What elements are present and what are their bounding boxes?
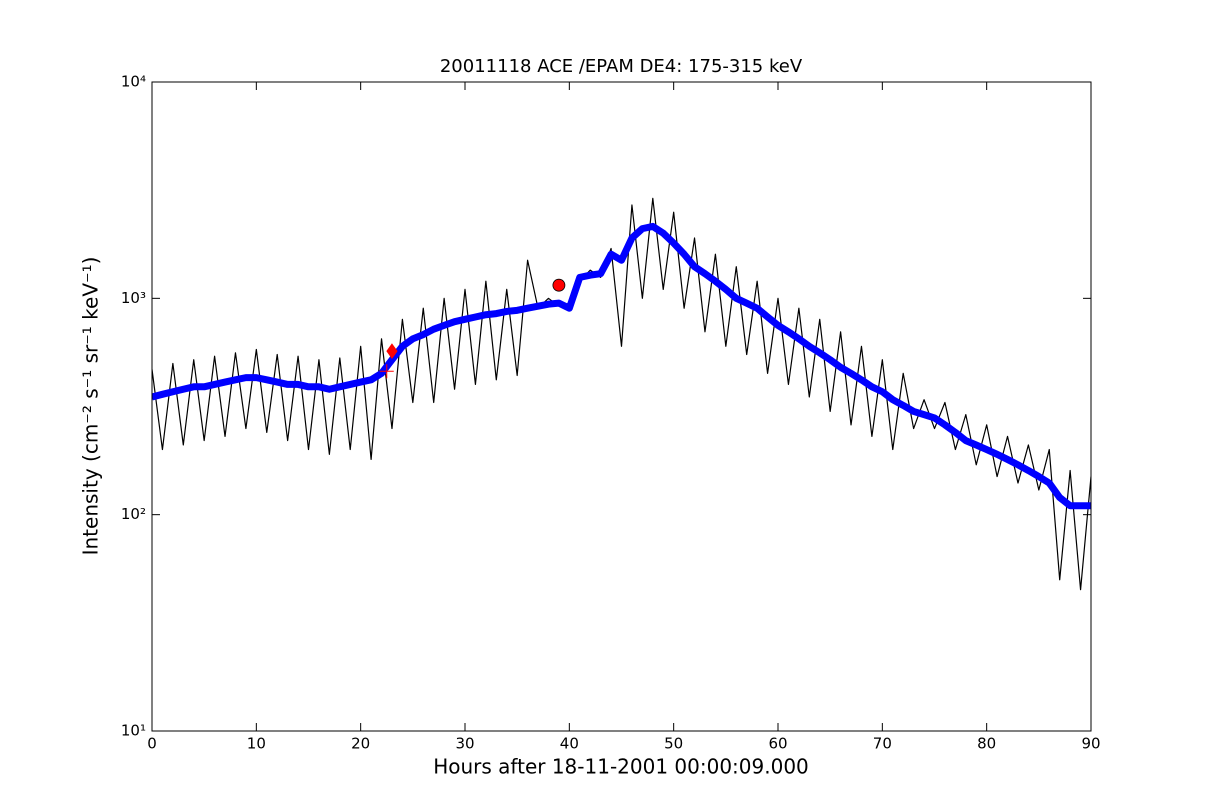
y-tick-label: 10³ — [121, 289, 146, 307]
x-tick-label: 40 — [560, 735, 579, 753]
x-tick-label: 50 — [664, 735, 683, 753]
x-tick-label: 30 — [455, 735, 474, 753]
x-tick-label: 60 — [768, 735, 787, 753]
series-line — [152, 222, 1091, 510]
x-tick-label: 90 — [1081, 735, 1100, 753]
x-axis-label: Hours after 18-11-2001 00:00:09.000 — [433, 755, 809, 779]
plot-frame — [151, 81, 1092, 732]
y-tick-label: 10² — [121, 505, 146, 523]
marker — [386, 343, 398, 360]
x-tick-label: 80 — [977, 735, 996, 753]
marker — [379, 364, 394, 379]
series-line — [152, 197, 1091, 591]
x-tick-label: 70 — [873, 735, 892, 753]
x-tick-label: 0 — [147, 735, 157, 753]
marker — [552, 278, 566, 292]
y-axis-label: Intensity (cm⁻² s⁻¹ sr⁻¹ keV⁻¹) — [79, 257, 103, 556]
y-tick-label: 10⁴ — [121, 73, 146, 91]
x-tick-label: 10 — [247, 735, 266, 753]
x-tick-label: 20 — [351, 735, 370, 753]
chart-title: 20011118 ACE /EPAM DE4: 175-315 keV — [440, 56, 803, 77]
y-tick-label: 10¹ — [121, 722, 146, 740]
